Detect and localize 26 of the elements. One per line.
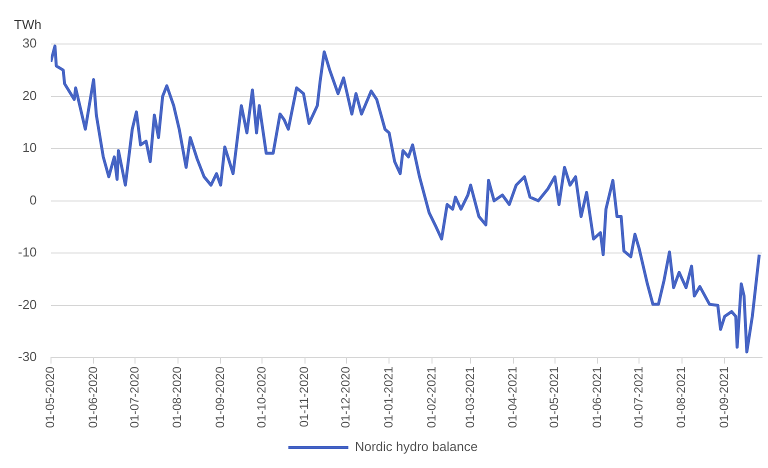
x-tick-label: 01-06-2020 <box>86 366 100 428</box>
y-tick-label: 30 <box>22 36 37 51</box>
y-tick-label: 20 <box>22 88 37 103</box>
y-axis-title: TWh <box>14 17 42 32</box>
x-tick-label: 01-12-2020 <box>338 366 353 428</box>
x-tick-label: 01-01-2021 <box>381 366 396 428</box>
x-tick-label: 01-09-2020 <box>212 366 227 428</box>
x-tick-label: 01-04-2021 <box>506 366 520 428</box>
legend-label: Nordic hydro balance <box>354 439 478 454</box>
x-tick-label: 01-10-2020 <box>254 366 268 428</box>
x-tick-label: 01-07-2020 <box>127 366 142 428</box>
y-tick-label: -20 <box>18 296 37 312</box>
x-tick-label: 01-02-2021 <box>424 366 438 428</box>
x-tick-label: 01-05-2020 <box>43 366 58 428</box>
y-tick-label: -10 <box>18 244 37 260</box>
x-tick-label: 01-08-2021 <box>674 366 688 428</box>
x-tick-label: 01-03-2021 <box>462 366 477 428</box>
y-tick-label: -30 <box>18 349 37 364</box>
y-tick-label: 10 <box>22 140 37 156</box>
x-tick-label: 01-08-2020 <box>170 366 184 428</box>
x-tick-label: 01-09-2021 <box>717 366 732 428</box>
y-tick-label: 0 <box>30 192 37 208</box>
x-tick-label: 01-07-2021 <box>631 366 646 428</box>
x-tick-label: 01-11-2020 <box>297 366 312 428</box>
x-tick-label: 01-06-2021 <box>590 366 604 428</box>
x-tick-label: 01-05-2021 <box>547 366 562 428</box>
